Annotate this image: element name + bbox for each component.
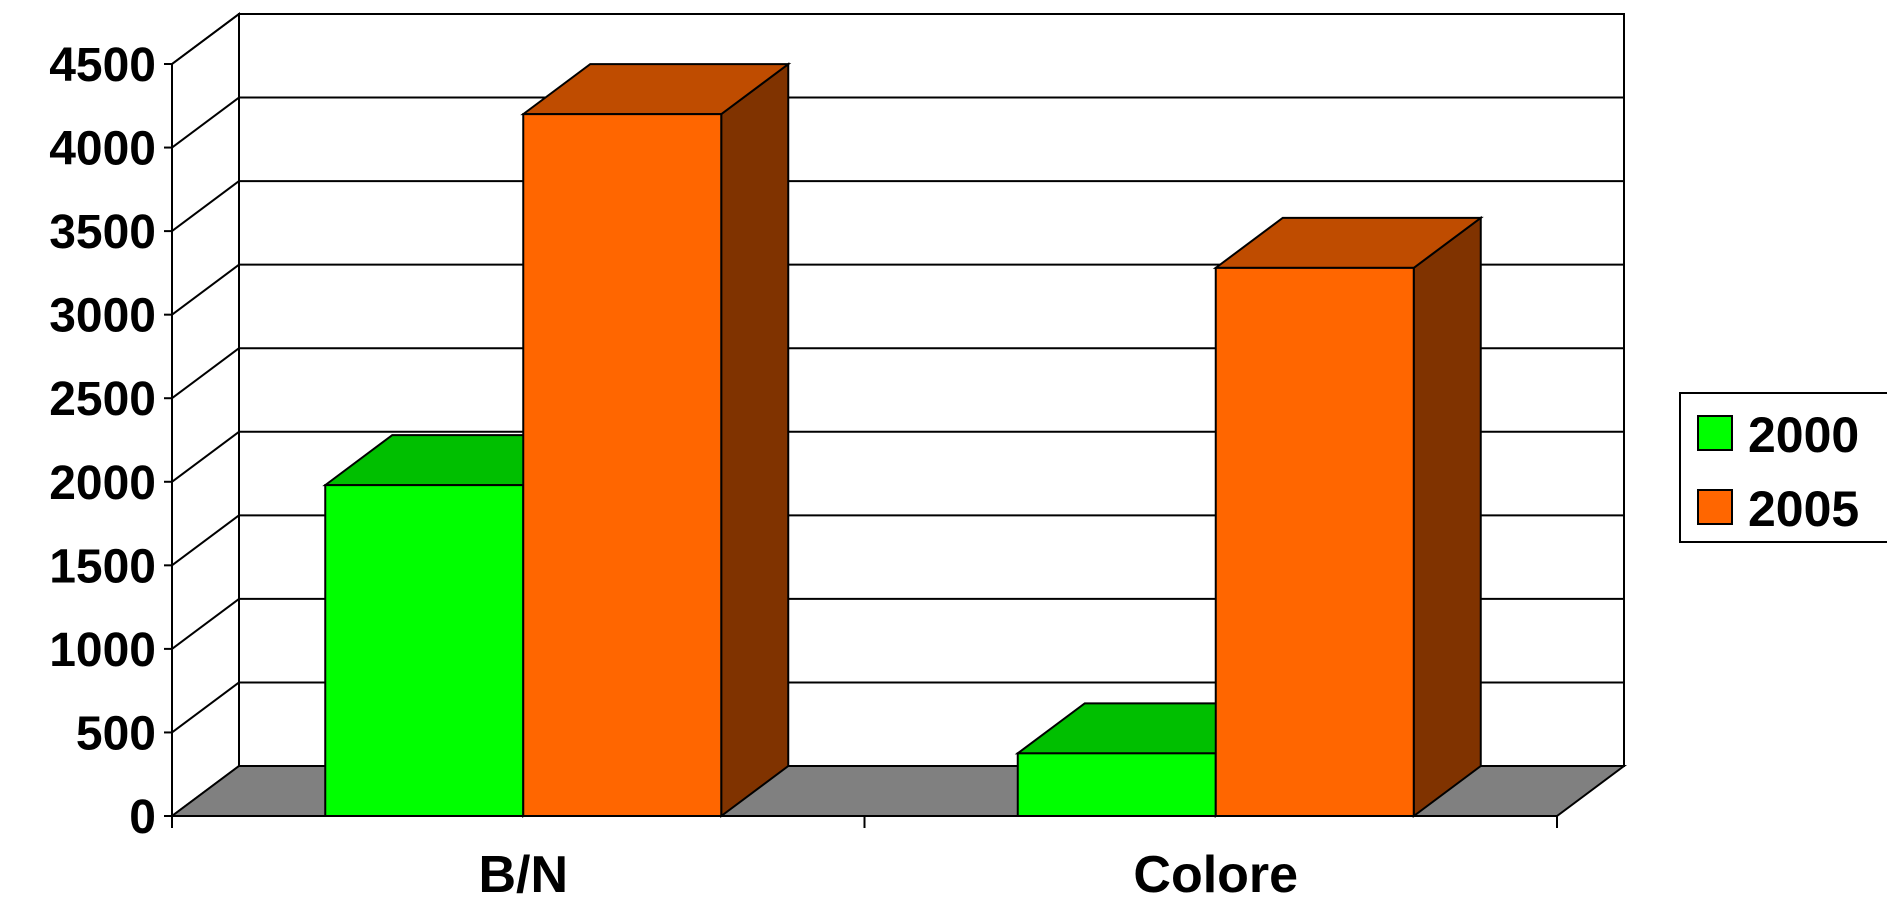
- axes: [164, 63, 1558, 828]
- y-tick-label: 2500: [49, 373, 156, 426]
- gridline-side: [171, 13, 240, 65]
- gridline-side: [171, 430, 240, 483]
- bar: [1016, 752, 1217, 817]
- bar: [522, 113, 723, 817]
- gridline-side: [171, 180, 240, 232]
- y-axis-tick-labels: 0 500 1000 1500 2000 2500 3000 3500 4000 4500: [49, 39, 156, 844]
- legend-label: 2000: [1748, 407, 1859, 463]
- y-tick-label: 3000: [49, 290, 156, 343]
- bar-side: [1412, 215, 1482, 818]
- legend-label: 2005: [1748, 481, 1859, 537]
- legend-swatch: [1697, 415, 1733, 451]
- bar: [1214, 266, 1415, 817]
- gridline-side: [171, 514, 240, 567]
- x-axis-category-labels: B/N Colore: [478, 846, 1298, 897]
- gridline-side: [171, 598, 240, 650]
- y-tick-label: 3500: [49, 206, 156, 259]
- gridline-side: [171, 347, 240, 400]
- y-tick-label: 500: [76, 707, 156, 760]
- bar-side: [720, 62, 790, 818]
- gridline-side: [171, 263, 240, 316]
- x-category-label: Colore: [1133, 846, 1298, 897]
- y-tick-label: 4000: [49, 123, 156, 176]
- legend: 2000 2005: [1679, 392, 1887, 543]
- gridline-side: [171, 96, 240, 149]
- x-category-label: B/N: [478, 846, 568, 897]
- bar: [324, 484, 525, 817]
- side-wall: [171, 12, 240, 818]
- gridline-side: [171, 681, 240, 734]
- bars: [322, 62, 1484, 818]
- y-tick-label: 0: [129, 791, 156, 844]
- legend-swatch: [1697, 489, 1733, 525]
- y-tick-label: 4500: [49, 39, 156, 92]
- y-tick-label: 1500: [49, 540, 156, 593]
- y-tick-label: 1000: [49, 624, 156, 677]
- y-tick-label: 2000: [49, 457, 156, 510]
